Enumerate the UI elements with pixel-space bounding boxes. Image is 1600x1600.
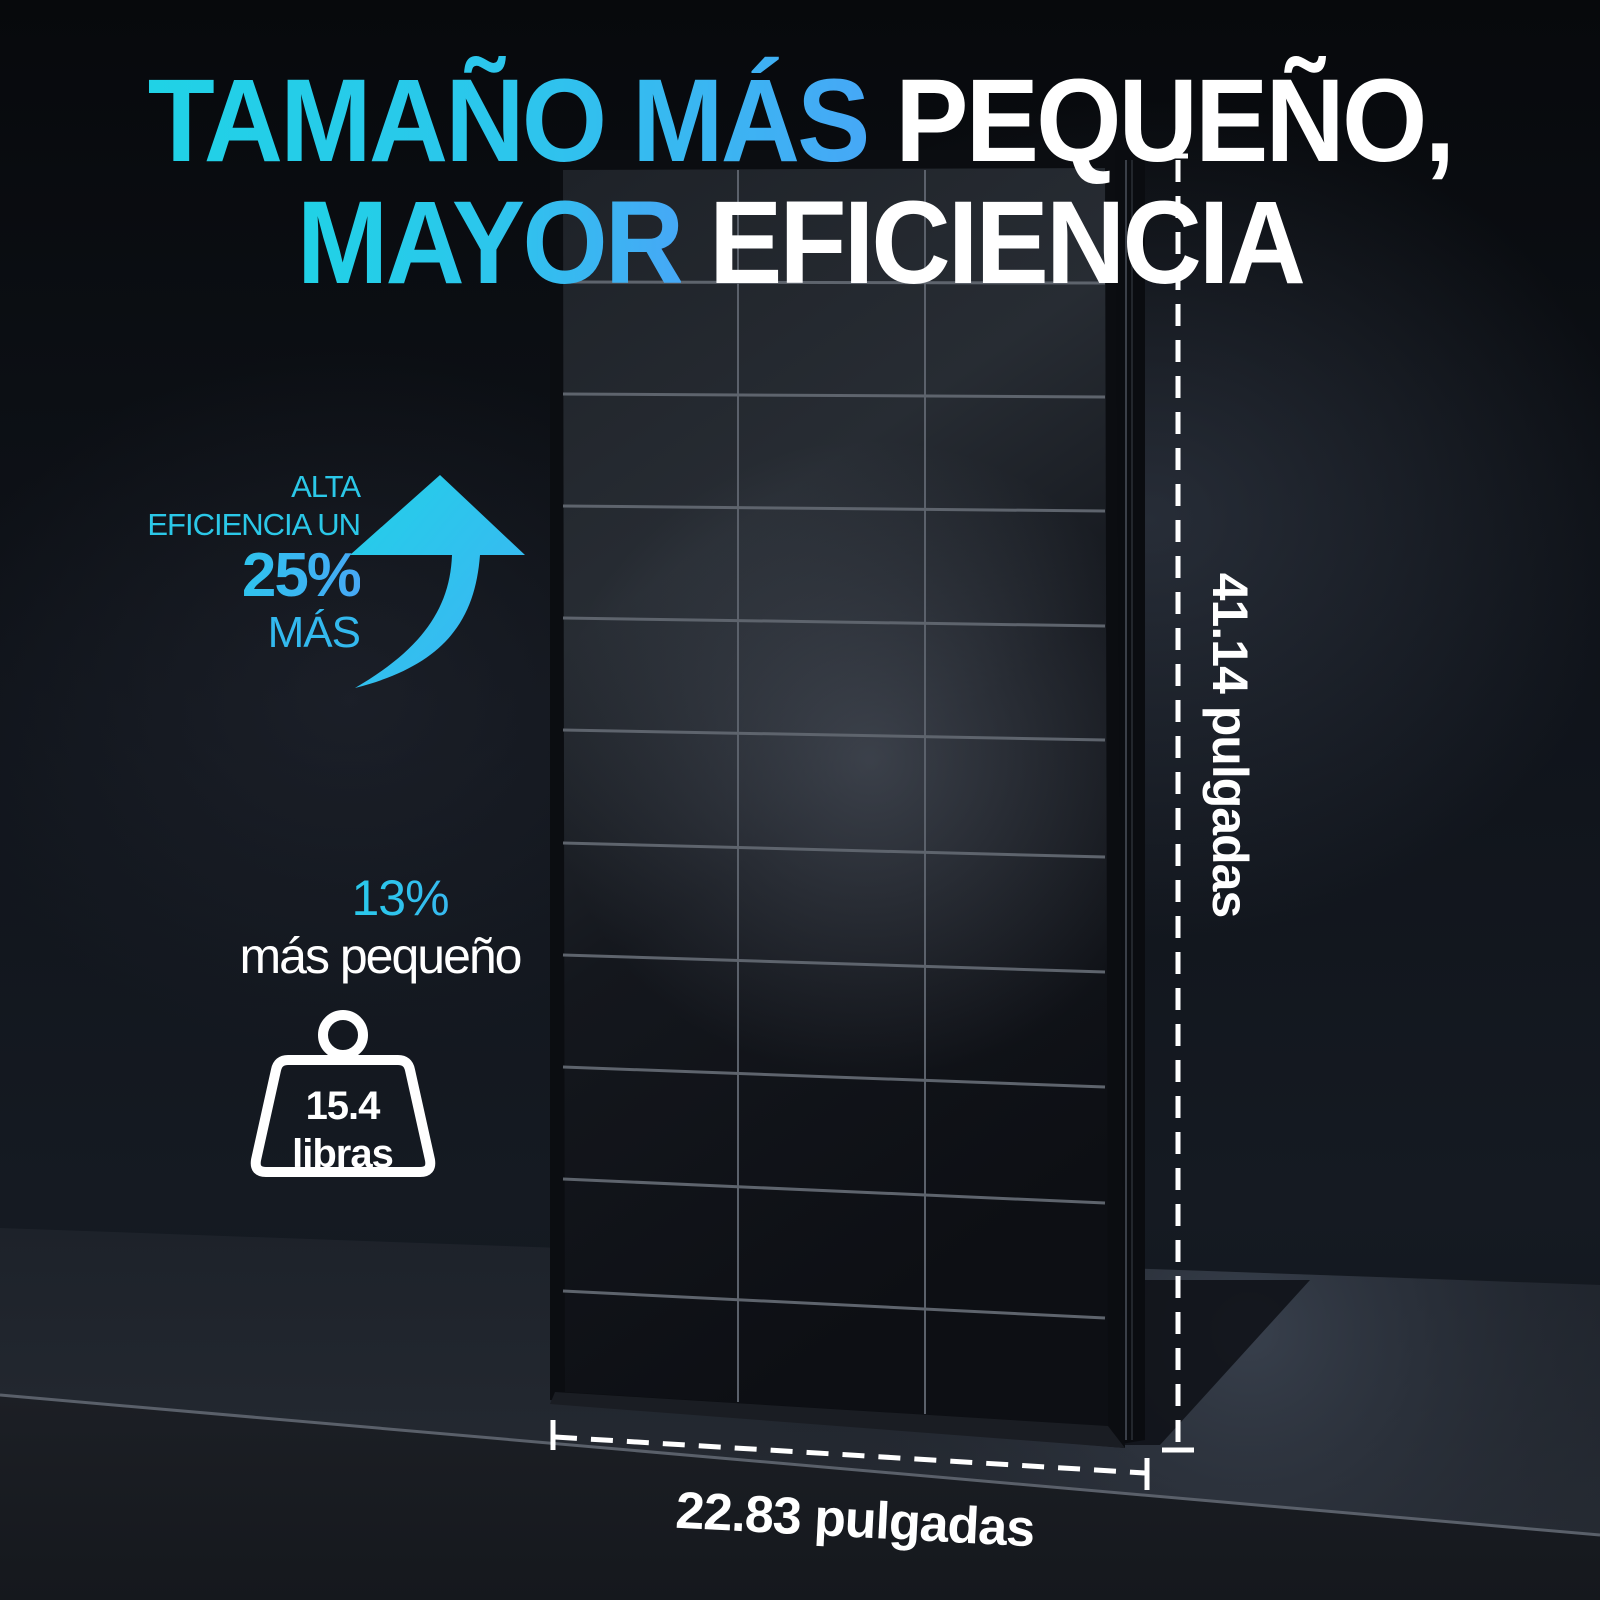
headline-highlight-1: TAMAÑO MÁS (147, 55, 871, 187)
headline-plain-1: PEQUEÑO, (895, 55, 1455, 187)
weight-value: 15.4 (305, 1084, 381, 1128)
up-arrow-icon (350, 475, 525, 688)
efficiency-line-3: MÁS (267, 608, 361, 657)
size-value: 13% (210, 870, 550, 926)
efficiency-callout: ALTA EFICIENCIA UN 25% MÁS (100, 468, 362, 658)
size-label: más pequeño (239, 928, 522, 984)
headline: TAMAÑO MÁS PEQUEÑO, MAYOR EFICIENCIA (56, 62, 1544, 302)
weight-label: 15.4 libras (255, 1082, 430, 1178)
weight-icon (250, 1010, 436, 1177)
efficiency-line-2: EFICIENCIA UN (147, 507, 361, 542)
headline-plain-2: EFICIENCIA (709, 177, 1306, 309)
height-dimension-label: 41.14 pulgadas (1202, 572, 1258, 918)
efficiency-line-1: ALTA (291, 469, 361, 504)
headline-highlight-2: MAYOR (296, 177, 684, 309)
headline-line-2: MAYOR EFICIENCIA (56, 184, 1544, 302)
size-callout: 13% más pequeño (210, 870, 550, 986)
headline-line-1: TAMAÑO MÁS PEQUEÑO, (56, 62, 1544, 180)
weight-unit: libras (292, 1132, 394, 1176)
efficiency-value: 25% (100, 544, 362, 608)
